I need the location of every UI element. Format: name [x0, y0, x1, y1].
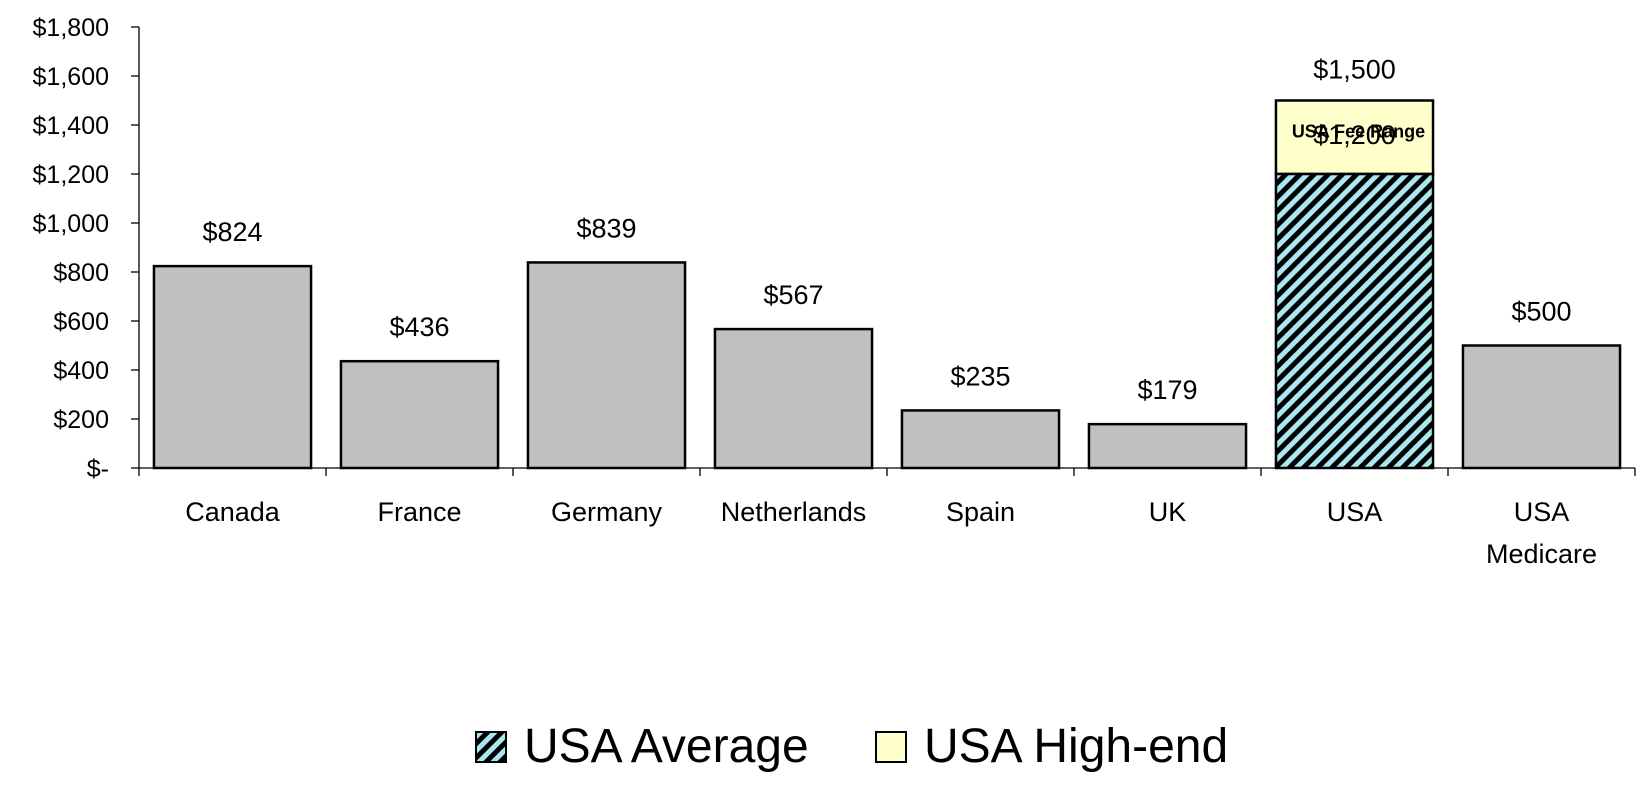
bars: [152, 99, 1622, 470]
data-label: $839: [576, 213, 636, 243]
y-tick-label: $800: [53, 259, 109, 287]
x-tick-label-line: USA: [1327, 497, 1383, 527]
x-tick-label: Germany: [551, 497, 663, 527]
legend-swatch: [475, 731, 507, 763]
data-label: $500: [1511, 297, 1571, 327]
x-tick-label: Spain: [946, 497, 1015, 527]
y-tick-label: $400: [53, 357, 109, 385]
legend-swatch: [875, 731, 907, 763]
bar-usa-average: [1274, 172, 1435, 470]
y-tick-label: $1,400: [33, 112, 109, 140]
x-tick-label-line: Medicare: [1486, 539, 1597, 569]
x-tick-label-line: Canada: [185, 497, 281, 527]
bar: [152, 264, 313, 470]
legend-label: USA High-end: [924, 720, 1228, 773]
data-label: $824: [202, 217, 262, 247]
bar: [900, 409, 1061, 470]
y-tick-label: $1,600: [33, 63, 109, 91]
x-tick-label: USA: [1327, 497, 1383, 527]
data-label-usa-average: $1,200: [1313, 120, 1396, 150]
bar: [1461, 344, 1622, 470]
data-label: $567: [763, 280, 823, 310]
x-tick-label-line: France: [377, 497, 461, 527]
data-label: $179: [1137, 375, 1197, 405]
usa-fee-range-annotation: USA Fee Range: [1292, 122, 1425, 142]
bar: [1087, 422, 1248, 470]
bar: [339, 359, 500, 470]
data-label: $436: [389, 312, 449, 342]
x-tick-label: USA Medicare: [1486, 497, 1597, 569]
data-labels: $824 $436 $839 $567 $235 $179 $1,500 USA Fee Ra…: [202, 55, 1571, 406]
bar-usa-high-end: [1274, 99, 1435, 176]
legend-label: USA Average: [524, 720, 809, 773]
y-tick-label: $-: [87, 455, 109, 483]
x-tick-label-line: USA: [1514, 497, 1570, 527]
data-label-usa-high-end: $1,500: [1313, 55, 1396, 85]
bar: [526, 261, 687, 470]
x-tick-label-line: UK: [1149, 497, 1187, 527]
y-tick-label: $1,200: [33, 161, 109, 189]
axes: $- $200 $400 $600 $800 $1,000 $1,200 $1,400 $1,6…: [33, 14, 1636, 569]
x-tick-label: Canada: [185, 497, 281, 527]
x-tick-label: Netherlands: [721, 497, 867, 527]
y-tick-label: $600: [53, 308, 109, 336]
x-tick-label-line: Spain: [946, 497, 1015, 527]
x-tick-label: UK: [1149, 497, 1187, 527]
data-label: $235: [950, 361, 1010, 391]
y-tick-label: $1,800: [33, 14, 109, 42]
x-tick-label: France: [377, 497, 461, 527]
legend: USA Average USA High-end: [475, 720, 1228, 773]
bar: [713, 327, 874, 470]
x-tick-label-line: Netherlands: [721, 497, 867, 527]
x-tick-label-line: Germany: [551, 497, 663, 527]
y-tick-label: $1,000: [33, 210, 109, 238]
y-tick-label: $200: [53, 406, 109, 434]
